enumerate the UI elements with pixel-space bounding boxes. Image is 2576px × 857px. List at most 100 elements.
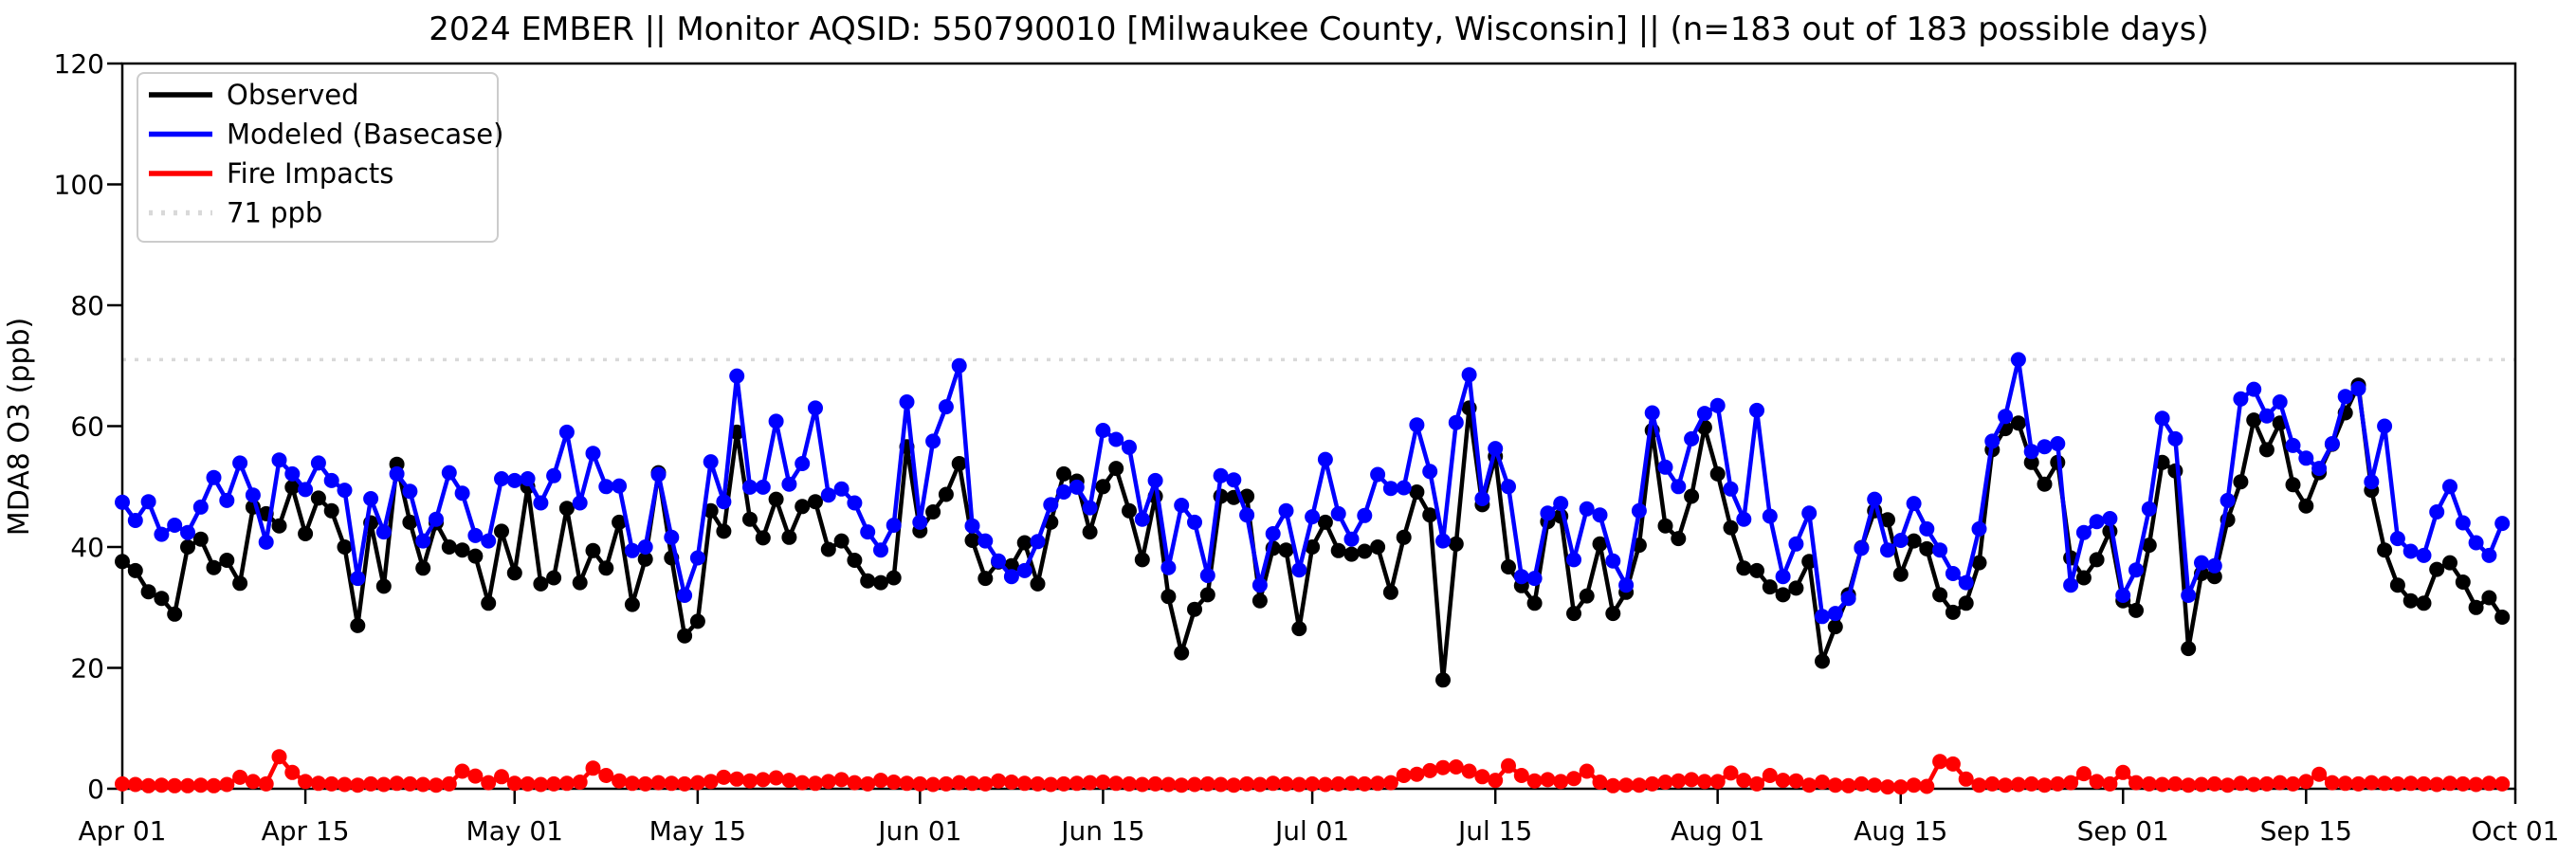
fire-impacts-marker (1984, 775, 2001, 792)
modeled-basecase-marker (2194, 555, 2209, 571)
modeled-basecase-marker (2402, 543, 2419, 559)
fire-impacts-marker (1736, 773, 1752, 789)
modeled-basecase-marker (1788, 536, 1804, 552)
fire-impacts-marker (1749, 775, 1764, 792)
fire-impacts-marker (2416, 775, 2432, 792)
fire-impacts-marker (2115, 764, 2131, 780)
modeled-basecase-marker (1474, 491, 1490, 506)
observed-marker (1160, 589, 1177, 605)
observed-marker (2481, 590, 2497, 606)
fire-impacts-marker (2481, 775, 2497, 792)
fire-impacts-marker (1775, 773, 1791, 789)
x-tick-label: Jun 15 (1059, 815, 1144, 847)
observed-marker (1945, 604, 1961, 620)
observed-marker (298, 526, 314, 541)
modeled-basecase-marker (2416, 547, 2432, 563)
fire-impacts-marker (1919, 778, 1935, 794)
modeled-basecase-marker (2075, 524, 2092, 540)
modeled-basecase-marker (2324, 436, 2340, 451)
modeled-basecase-marker (1723, 481, 1739, 497)
modeled-basecase-marker (520, 471, 536, 486)
observed-marker (2023, 454, 2039, 470)
modeled-basecase-marker (1566, 552, 1581, 568)
fire-impacts-marker (389, 775, 405, 792)
observed-marker (1906, 533, 1922, 549)
legend: Observed Modeled (Basecase) Fire Impacts 71… (137, 72, 503, 243)
modeled-basecase-marker (2220, 492, 2236, 508)
y-tick-label: 80 (70, 290, 104, 321)
modeled-basecase-marker (1343, 531, 1360, 547)
observed-marker (2468, 599, 2484, 615)
fire-impacts-marker (860, 775, 876, 792)
fire-impacts-marker (2220, 777, 2236, 793)
y-tick-label: 20 (70, 653, 104, 684)
modeled-basecase-marker (337, 483, 353, 499)
y-tick-label: 40 (70, 532, 104, 563)
observed-marker (1566, 606, 1581, 622)
fire-impacts-marker (1370, 775, 1386, 792)
observed-marker (1501, 559, 1516, 574)
observed-marker (558, 501, 575, 517)
observed-marker (2442, 555, 2457, 571)
fire-impacts-marker (1488, 773, 1504, 789)
fire-impacts-marker (429, 777, 444, 793)
fire-impacts-marker (585, 760, 601, 776)
x-tick-label: Aug 15 (1854, 815, 1947, 847)
legend-label: Fire Impacts (227, 157, 393, 190)
modeled-basecase-marker (1488, 441, 1504, 457)
modeled-basecase-marker (820, 487, 836, 503)
fire-impacts-marker (795, 775, 811, 791)
modeled-basecase-marker (1448, 414, 1464, 430)
modeled-basecase-marker (284, 465, 301, 482)
observed-marker (1827, 619, 1843, 635)
modeled-basecase-marker (389, 465, 405, 482)
observed-marker (1016, 535, 1032, 551)
modeled-basecase-marker (729, 368, 745, 384)
modeled-basecase-marker (310, 455, 326, 471)
fire-impacts-marker (833, 772, 850, 788)
observed-marker (1448, 536, 1464, 552)
fire-impacts-marker (2141, 775, 2157, 792)
fire-impacts-marker (2402, 775, 2419, 792)
modeled-basecase-marker (1906, 496, 1922, 512)
fire-impacts-marker (1827, 777, 1843, 793)
modeled-basecase-marker (1187, 514, 1202, 530)
fire-impacts-marker (337, 776, 353, 793)
observed-marker (781, 529, 797, 545)
modeled-basecase-marker (2115, 588, 2131, 603)
fire-impacts-marker (781, 773, 797, 789)
observed-marker (350, 617, 366, 633)
observed-marker (1919, 540, 1935, 556)
fire-impacts-series (115, 749, 2511, 795)
observed-marker (873, 574, 888, 591)
fire-impacts-marker (677, 775, 693, 792)
modeled-basecase-marker (258, 534, 274, 550)
modeled-basecase-marker (598, 479, 614, 495)
modeled-basecase-marker (2311, 461, 2328, 477)
modeled-basecase-marker (2442, 479, 2457, 495)
modeled-basecase-marker (1815, 609, 1830, 625)
modeled-basecase-marker (1840, 591, 1856, 607)
modeled-basecase-marker (1003, 569, 1019, 585)
modeled-basecase-marker (1684, 430, 1700, 447)
fire-impacts-marker (1330, 775, 1346, 792)
fire-impacts-marker (271, 749, 287, 765)
modeled-basecase-marker (1801, 505, 1818, 521)
fire-impacts-marker (1265, 775, 1281, 792)
observed-marker (154, 591, 170, 607)
observed-marker (1291, 621, 1307, 637)
observed-marker (2455, 574, 2471, 590)
observed-marker (1422, 507, 1438, 523)
modeled-basecase-marker (833, 481, 850, 497)
observed-marker (2429, 561, 2445, 577)
fire-impacts-marker (1122, 775, 1137, 792)
modeled-basecase-marker (1827, 606, 1843, 622)
observed-marker (2233, 474, 2249, 490)
x-tick-label: Apr 15 (262, 815, 350, 847)
fire-impacts-marker (1684, 772, 1700, 788)
modeled-basecase-marker (703, 454, 719, 470)
fire-impacts-marker (298, 774, 314, 790)
fire-impacts-marker (2285, 775, 2301, 792)
fire-impacts-marker (925, 776, 941, 793)
fire-impacts-marker (180, 777, 195, 793)
